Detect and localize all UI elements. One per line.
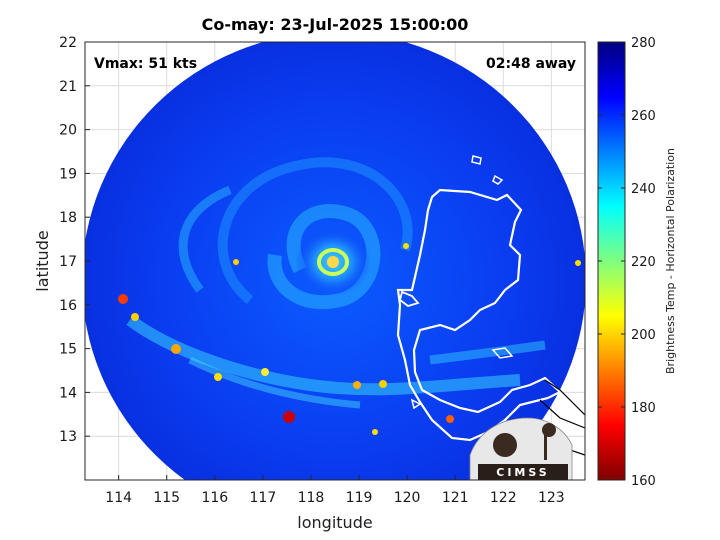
y-tick-label: 17 xyxy=(59,254,77,270)
y-axis-ticks: 13 14 15 16 17 18 19 20 21 22 xyxy=(59,35,90,445)
x-tick-label: 116 xyxy=(201,490,228,506)
y-tick-label: 16 xyxy=(59,298,77,314)
colorbar-tick-label: 260 xyxy=(631,109,656,124)
hot-spot xyxy=(372,429,378,435)
rain-band-inner xyxy=(267,204,381,310)
hot-spot xyxy=(575,260,581,266)
logo-dish-icon xyxy=(493,433,517,457)
colorbar-tick-label: 200 xyxy=(631,328,656,343)
hot-spot xyxy=(171,344,181,354)
logo-tank-icon xyxy=(542,423,556,437)
y-tick-label: 19 xyxy=(59,166,77,182)
hot-spot xyxy=(131,313,139,321)
y-tick-label: 13 xyxy=(59,429,77,445)
plot-area: CIMSS xyxy=(84,41,586,481)
hot-spot xyxy=(214,373,222,381)
y-tick-label: 22 xyxy=(59,35,77,51)
y-tick-label: 20 xyxy=(59,123,77,139)
hot-spot xyxy=(446,415,454,423)
colorbar-tick-label: 240 xyxy=(631,182,656,197)
cimss-logo: CIMSS xyxy=(469,417,573,480)
y-tick-label: 18 xyxy=(59,210,77,226)
y-tick-label: 14 xyxy=(59,385,77,401)
colorbar-tick-label: 280 xyxy=(631,36,656,51)
colorbar-gradient xyxy=(597,41,626,481)
chart-title: Co-may: 23-Jul-2025 15:00:00 xyxy=(202,15,469,34)
hot-spot xyxy=(261,368,269,376)
coastline-island xyxy=(492,174,504,185)
x-tick-label: 117 xyxy=(250,490,277,506)
y-axis-label: latitude xyxy=(33,230,52,291)
rain-band-east xyxy=(429,340,546,365)
hot-spot xyxy=(118,294,128,304)
hot-spot xyxy=(283,411,295,423)
hot-spot xyxy=(403,243,409,249)
x-axis-ticks: 114 115 116 117 118 119 120 121 122 123 xyxy=(105,475,565,506)
rain-band-outer xyxy=(217,157,413,304)
logo-banner xyxy=(478,464,568,480)
time-away-annotation: 02:48 away xyxy=(486,56,576,72)
x-tick-label: 120 xyxy=(394,490,421,506)
vmax-annotation: Vmax: 51 kts xyxy=(94,56,197,72)
rain-band-west xyxy=(178,185,232,293)
y-tick-label: 21 xyxy=(59,79,77,95)
hot-spot xyxy=(379,380,387,388)
rain-band-south-2 xyxy=(188,356,361,409)
colorbar-label: Brightness Temp - Horizontal Polarizatio… xyxy=(664,148,677,374)
coastline-island xyxy=(410,398,422,410)
logo-text: CIMSS xyxy=(496,466,549,479)
hot-spot xyxy=(353,381,361,389)
x-tick-label: 118 xyxy=(298,490,325,506)
coastline-luzon xyxy=(396,188,562,442)
x-tick-label: 119 xyxy=(346,490,373,506)
convection-features xyxy=(118,157,581,435)
storm-eyewall xyxy=(317,248,349,276)
logo-tower-icon xyxy=(544,432,547,460)
coastline-island xyxy=(471,155,482,165)
colorbar: 160 180 200 220 240 260 280 Brightness Temp - … xyxy=(597,36,677,489)
x-tick-label: 122 xyxy=(490,490,517,506)
storm-eye xyxy=(327,256,339,268)
colorbar-ticks: 160 180 200 220 240 260 280 xyxy=(598,36,656,489)
x-tick-label: 121 xyxy=(442,490,469,506)
hot-spot xyxy=(233,259,239,265)
coastline-island xyxy=(398,290,420,307)
x-axis-label: longitude xyxy=(297,513,372,532)
colorbar-tick-label: 160 xyxy=(631,474,656,489)
y-tick-label: 15 xyxy=(59,342,77,358)
x-tick-label: 114 xyxy=(105,490,132,506)
colorbar-tick-label: 180 xyxy=(631,401,656,416)
x-tick-label: 115 xyxy=(153,490,180,506)
colorbar-tick-label: 220 xyxy=(631,255,656,270)
x-tick-label: 123 xyxy=(538,490,565,506)
coastline-island xyxy=(491,347,514,359)
